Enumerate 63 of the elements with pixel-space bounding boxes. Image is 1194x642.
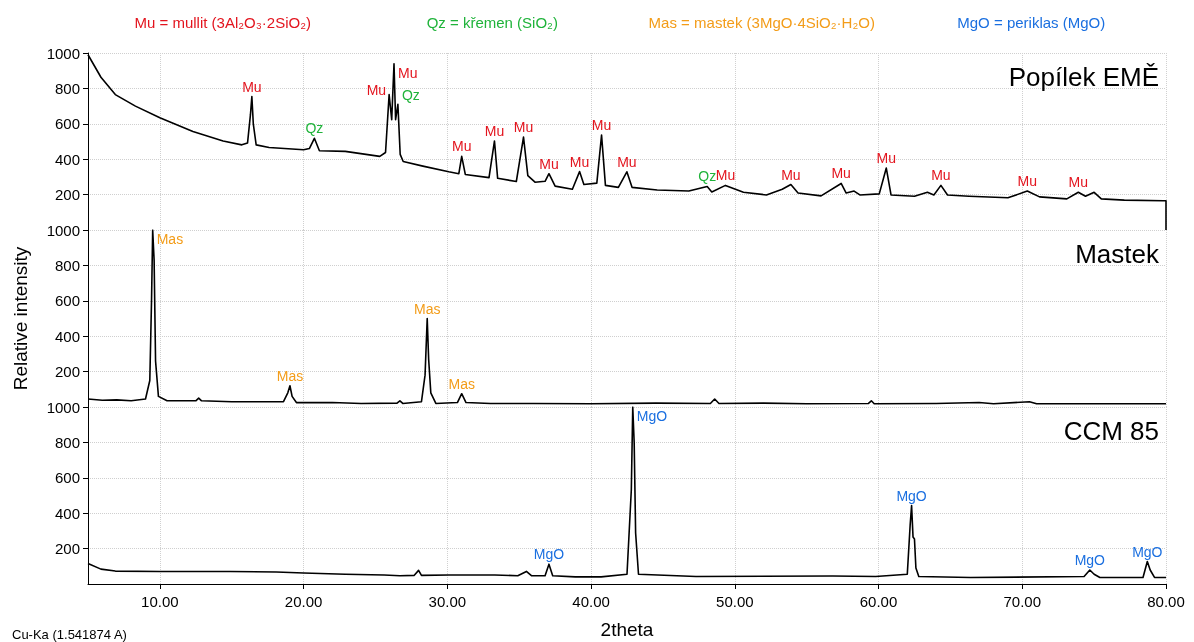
annotation: Mu (569, 153, 590, 170)
y-tick-label: 800 (54, 256, 80, 274)
text: MgO = periklas (MgO) (957, 13, 1106, 31)
annotation: Mu (366, 81, 387, 98)
annotation: Mu (931, 167, 951, 184)
annotation: Mu (484, 122, 505, 139)
x-tick-label: 30.00 (428, 593, 467, 610)
y-tick-label: 400 (54, 150, 80, 168)
annotation: Mu (781, 166, 801, 183)
annotation: MgO (1132, 543, 1163, 560)
chart-title: Popílek EMĚ (1008, 62, 1160, 92)
annotation: Qz (698, 168, 717, 185)
y-tick-label: 800 (54, 433, 80, 451)
x-tick-label: 20.00 (284, 593, 323, 610)
annotation: MgO (636, 408, 668, 424)
y-tick-label: 600 (54, 469, 80, 487)
annotation: Mu (1017, 173, 1038, 190)
annotation: Qz (401, 87, 420, 104)
line-series (87, 229, 1167, 405)
y-tick-label: 1000 (46, 398, 80, 416)
y-tick-label: 800 (54, 79, 80, 97)
annotation: Mu (513, 119, 534, 136)
x-tick-label: 70.00 (1003, 593, 1042, 610)
y-tick-label: 200 (54, 540, 80, 558)
y-tick-label: 1000 (46, 44, 80, 62)
text: Mas = mastek (3MgO·4SiO₂·H₂O) (648, 13, 875, 31)
annotation: Mu (451, 138, 472, 155)
y-tick-label: 600 (54, 292, 80, 310)
y-tick-label: 400 (54, 327, 80, 345)
annotation: Mu (398, 64, 418, 81)
text: Mu = mullit (3Al₂O₃·2SiO₂) (134, 13, 312, 31)
x-tick-label: 10.00 (141, 593, 179, 610)
chart-title: Mastek (1075, 239, 1160, 269)
annotation: Mu (242, 78, 262, 95)
annotation: MgO (533, 546, 565, 563)
annotation: Mu (539, 155, 559, 172)
annotation: Mu (876, 150, 897, 167)
x-axis-title: 2theta (600, 619, 654, 640)
chart-title: CCM 85 (1063, 416, 1159, 446)
x-tick-label: 50.00 (716, 593, 754, 610)
annotation: Qz (305, 120, 324, 137)
annotation: Mas (413, 300, 441, 317)
annotation: Mu (831, 165, 851, 182)
y-tick-label: 400 (54, 504, 80, 522)
annotation: MgO (896, 487, 927, 504)
annotation: Mu (1068, 174, 1089, 191)
y-tick-label: 1000 (46, 221, 80, 239)
y-axis-title: Relative intensity (10, 246, 31, 391)
text: Cu-Ka (1.541874 A) (12, 626, 127, 642)
annotation: Mu (617, 153, 637, 170)
x-tick-label: 60.00 (859, 593, 898, 610)
y-tick-label: 200 (54, 186, 80, 204)
annotation: Mu (715, 167, 736, 184)
annotation: Mas (276, 367, 304, 384)
text: Qz = křemen (SiO₂) (426, 13, 558, 31)
x-tick-label: 80.00 (1147, 593, 1185, 610)
annotation: Mas (156, 231, 184, 247)
annotation: Mu (591, 117, 612, 134)
y-tick-label: 200 (54, 363, 80, 381)
annotation: MgO (1074, 552, 1106, 569)
x-tick-label: 40.00 (572, 593, 610, 610)
y-tick-label: 600 (54, 115, 80, 133)
annotation: Mas (448, 375, 475, 392)
